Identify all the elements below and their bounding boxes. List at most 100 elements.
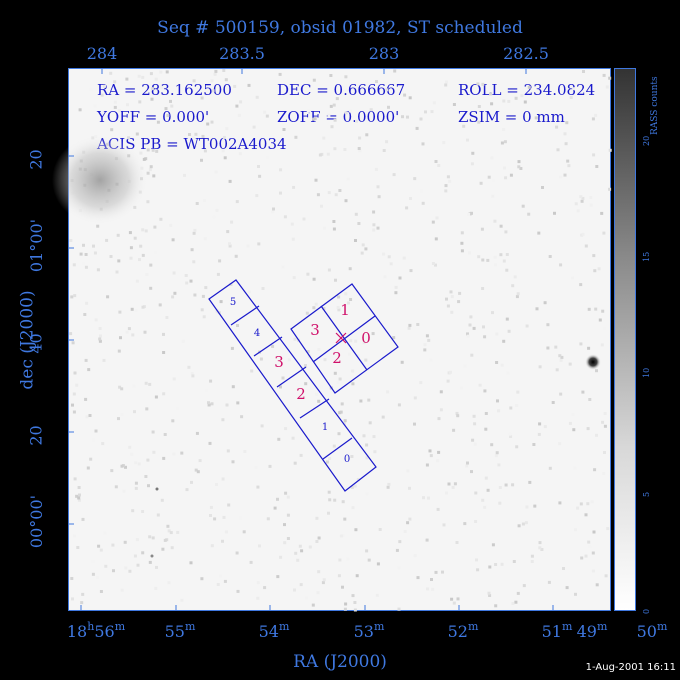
noise-pixel [392,336,396,340]
noise-pixel [584,244,588,248]
noise-pixel [530,554,534,558]
noise-pixel [312,78,316,82]
noise-pixel [392,173,396,177]
noise-pixel [484,427,488,431]
noise-pixel [496,399,499,403]
noise-pixel [605,85,609,89]
noise-pixel [210,402,214,406]
noise-pixel [75,494,79,498]
colorbar [614,68,636,611]
noise-pixel [502,99,506,103]
noise-pixel [296,558,300,562]
noise-pixel [470,162,474,166]
noise-pixel [356,354,360,358]
noise-pixel [500,141,504,145]
noise-pixel [72,410,76,414]
noise-pixel [406,115,409,119]
timestamp: 1-Aug-2001 16:11 [585,662,676,673]
noise-pixel [602,472,606,475]
noise-pixel [376,562,380,566]
noise-pixel [493,255,497,259]
noise-pixel [322,307,326,310]
info-roll: ROLL = 234.0824 [458,81,596,99]
noise-pixel [351,382,355,386]
top-tick-label: 284 [86,44,118,63]
noise-pixel [372,435,376,439]
noise-pixel [263,586,267,590]
noise-pixel [78,493,81,497]
noise-pixel [172,452,176,456]
noise-pixel [144,229,148,233]
noise-pixel [403,530,407,533]
noise-pixel [306,109,310,113]
noise-pixel [587,307,591,311]
noise-pixel [154,251,157,255]
noise-pixel [441,570,444,574]
noise-pixel [427,338,431,342]
noise-pixel [323,358,327,362]
noise-pixel [382,149,386,152]
noise-pixel [358,149,362,153]
noise-pixel [246,244,250,248]
noise-pixel [308,545,312,549]
noise-pixel [207,401,210,405]
dec-tick-label: 01°00' [27,218,47,273]
noise-pixel [353,601,357,604]
noise-pixel [515,445,519,449]
noise-pixel [350,455,354,458]
noise-pixel [300,549,304,553]
noise-pixel [477,255,481,259]
info-ra: RA = 283.162500 [97,81,232,99]
noise-pixel [473,422,477,426]
noise-pixel [163,433,167,436]
noise-pixel [136,563,140,567]
noise-pixel [371,332,375,336]
noise-pixel [494,263,498,267]
noise-pixel [400,360,404,364]
noise-pixel [209,505,213,509]
noise-pixel [360,251,364,255]
noise-pixel [604,574,608,578]
noise-pixel [343,607,347,611]
noise-pixel [148,535,152,539]
noise-pixel [117,109,121,113]
noise-pixel [255,95,259,99]
noise-pixel [146,148,150,152]
noise-pixel [304,382,308,386]
noise-pixel [279,191,282,195]
chip-label-s1: 1 [322,422,328,433]
noise-pixel [511,284,515,288]
noise-pixel [481,258,485,262]
noise-pixel [431,220,435,224]
noise-pixel [213,517,217,521]
noise-pixel [350,485,354,489]
noise-pixel [437,417,441,421]
noise-pixel [330,125,334,129]
noise-pixel [149,165,153,169]
noise-pixel [364,247,368,251]
noise-pixel [319,385,323,389]
noise-pixel [82,261,86,265]
noise-pixel [515,404,519,407]
noise-pixel [452,103,456,106]
noise-pixel [579,283,583,287]
noise-pixel [486,488,490,492]
noise-pixel [573,466,577,470]
noise-pixel [147,484,150,488]
noise-pixel [509,173,513,177]
noise-pixel [286,537,290,540]
noise-pixel [83,313,87,316]
noise-pixel [595,583,599,587]
noise-pixel [97,544,101,548]
noise-pixel [86,466,90,470]
noise-pixel [603,412,607,415]
noise-pixel [401,115,404,119]
noise-pixel [89,457,93,461]
noise-pixel [190,480,193,484]
noise-pixel [223,156,227,160]
noise-pixel [555,368,559,372]
noise-pixel [394,291,398,295]
noise-pixel [325,460,329,464]
noise-pixel [427,496,430,500]
noise-pixel [304,596,308,600]
